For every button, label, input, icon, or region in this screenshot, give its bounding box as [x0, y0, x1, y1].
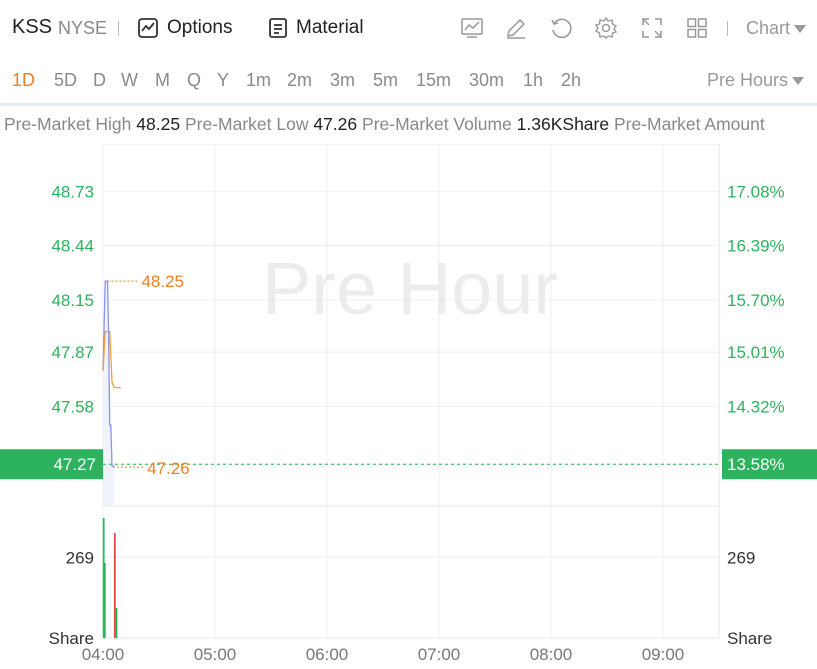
volume-tick-label-right: 269: [727, 548, 755, 567]
chart-grid: [102, 144, 720, 639]
chart-watermark: Pre Hour: [262, 247, 558, 330]
settings-icon[interactable]: [594, 16, 618, 40]
current-price-badge: [0, 449, 103, 480]
pre-market-low-label: Pre-Market Low: [184, 114, 309, 134]
period-tab-2h[interactable]: 2h: [561, 70, 582, 90]
volume-bar: [102, 518, 105, 638]
chevron-down-icon: [794, 25, 807, 34]
percent-axis: 17.08% 16.39% 15.70% 15.01% 14.32% 13.58%: [722, 182, 817, 480]
percent-tick-label: 15.70%: [727, 291, 785, 310]
session-select-label: Pre Hours: [707, 70, 789, 90]
chart-type-select[interactable]: Chart: [746, 18, 807, 39]
period-tab-3m[interactable]: 3m: [330, 70, 356, 90]
time-tick-label: 04:00: [82, 645, 125, 664]
period-tab-15m[interactable]: 15m: [416, 70, 452, 90]
pre-market-high-value: 48.25: [136, 114, 181, 134]
volume-bar: [115, 608, 118, 638]
exchange-name: NYSE: [58, 18, 108, 38]
time-tick-label: 09:00: [642, 645, 685, 664]
percent-tick-label: 15.01%: [727, 343, 785, 362]
chart-markers: 48.25 47.26: [103, 272, 719, 478]
time-axis: 04:00 05:00 06:00 07:00 08:00 09:00: [82, 645, 685, 664]
document-icon: [269, 18, 287, 38]
period-tabs: 1D 5D D W M Q Y 1m 2m 3m 5m 15m 30m 1h 2…: [0, 60, 817, 102]
period-tab-5m[interactable]: 5m: [373, 70, 399, 90]
period-tab-5d[interactable]: 5D: [54, 70, 78, 90]
price-tick-label: 48.15: [51, 291, 94, 310]
current-percent-label: 13.58%: [727, 455, 785, 474]
price-tick-label: 48.73: [51, 182, 94, 201]
price-tick-label: 48.44: [51, 237, 94, 256]
pre-market-volume-label: Pre-Market Volume: [362, 114, 512, 134]
pre-market-low-value: 47.26: [313, 114, 358, 134]
current-price-label: 47.27: [53, 455, 96, 474]
average-line: [102, 330, 121, 389]
indicator-icon[interactable]: [460, 16, 484, 40]
low-marker-label: 47.26: [147, 459, 190, 478]
volume-panel: 269 269 Share Share: [49, 518, 772, 648]
high-marker-label: 48.25: [141, 272, 184, 291]
period-tab-week[interactable]: W: [121, 70, 138, 90]
percent-tick-label: 17.08%: [727, 182, 785, 201]
session-select[interactable]: Pre Hours: [707, 70, 805, 91]
divider: [0, 103, 817, 106]
percent-tick-label: 16.39%: [727, 237, 785, 256]
separator: [118, 21, 119, 36]
pre-market-amount-label: Pre-Market Amount: [613, 114, 765, 134]
volume-tick-label: 269: [66, 548, 94, 567]
volume-bar: [103, 563, 106, 638]
chart-frame: [102, 144, 720, 639]
layout-icon[interactable]: [685, 16, 709, 40]
chevron-down-icon: [792, 77, 805, 86]
time-tick-label: 05:00: [194, 645, 237, 664]
period-tab-1m[interactable]: 1m: [246, 70, 272, 90]
top-toolbar: KSS NYSE Options Material: [0, 0, 817, 58]
refresh-icon[interactable]: [549, 16, 573, 40]
chart-type-label: Chart: [746, 18, 791, 38]
period-tab-1d[interactable]: 1D: [12, 70, 36, 90]
current-percent-badge: [722, 449, 817, 480]
options-icon: [138, 18, 158, 38]
volume-unit-label: Share: [49, 629, 94, 648]
period-tab-year[interactable]: Y: [217, 70, 230, 90]
price-axis: 48.73 48.44 48.15 47.87 47.58 47.27: [0, 182, 103, 480]
options-button[interactable]: Options: [137, 14, 232, 42]
period-tab-day[interactable]: D: [93, 70, 106, 90]
period-tab-2m[interactable]: 2m: [287, 70, 313, 90]
fullscreen-icon[interactable]: [640, 16, 664, 40]
separator: [727, 21, 728, 36]
price-tick-label: 47.58: [51, 397, 94, 416]
volume-bar: [113, 533, 116, 638]
time-tick-label: 08:00: [530, 645, 573, 664]
price-chart[interactable]: Pre Hour 48.7348.4448.1547.8747.5847.27 …: [0, 144, 817, 669]
pre-market-stats: Pre-Market High 48.25 Pre-Market Low 47.…: [4, 114, 817, 135]
chart-series: [102, 280, 121, 506]
pre-market-high-label: Pre-Market High: [4, 114, 132, 134]
period-tab-30m[interactable]: 30m: [469, 70, 505, 90]
material-label: Material: [296, 17, 364, 38]
pre-market-volume-value: 1.36KShare: [516, 114, 610, 134]
period-tab-month[interactable]: M: [155, 70, 170, 90]
ticker-symbol: KSS: [12, 16, 53, 38]
draw-icon[interactable]: [504, 16, 528, 40]
time-tick-label: 07:00: [418, 645, 461, 664]
material-button[interactable]: Material: [268, 14, 364, 42]
time-tick-label: 06:00: [306, 645, 349, 664]
period-tab-quarter[interactable]: Q: [187, 70, 202, 90]
price-tick-label: 47.87: [51, 343, 94, 362]
volume-unit-label-right: Share: [727, 629, 772, 648]
period-tab-1h[interactable]: 1h: [523, 70, 544, 90]
options-label: Options: [167, 17, 233, 38]
price-line: [102, 280, 115, 467]
percent-tick-label: 14.32%: [727, 397, 785, 416]
